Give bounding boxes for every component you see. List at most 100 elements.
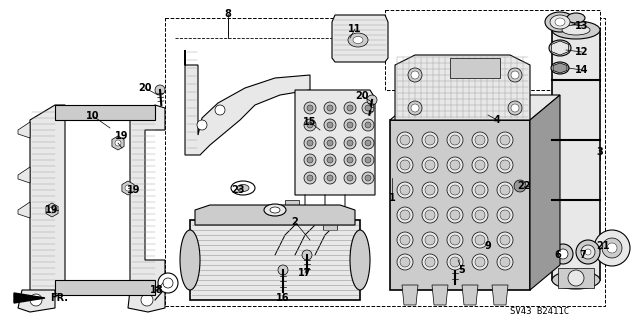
Circle shape [397, 254, 413, 270]
Ellipse shape [552, 271, 600, 289]
Circle shape [475, 257, 485, 267]
Bar [552, 30, 600, 280]
Circle shape [278, 265, 288, 275]
Circle shape [422, 132, 438, 148]
Ellipse shape [231, 181, 255, 195]
Polygon shape [185, 50, 310, 155]
Polygon shape [295, 90, 375, 195]
Circle shape [450, 185, 460, 195]
Circle shape [425, 210, 435, 220]
Circle shape [49, 207, 55, 213]
Circle shape [362, 137, 374, 149]
Circle shape [344, 102, 356, 114]
Circle shape [365, 157, 371, 163]
Text: 23: 23 [231, 185, 244, 195]
Text: 20: 20 [355, 91, 369, 101]
Circle shape [475, 210, 485, 220]
Circle shape [422, 157, 438, 173]
Circle shape [602, 238, 622, 258]
Circle shape [197, 120, 207, 130]
Circle shape [581, 245, 595, 259]
Text: 18: 18 [150, 285, 164, 295]
Circle shape [447, 207, 463, 223]
Ellipse shape [545, 12, 575, 32]
Circle shape [304, 137, 316, 149]
Polygon shape [18, 290, 55, 312]
Circle shape [344, 154, 356, 166]
Bar [323, 220, 337, 230]
Circle shape [425, 160, 435, 170]
Circle shape [324, 172, 336, 184]
Polygon shape [46, 203, 58, 217]
Circle shape [324, 137, 336, 149]
Circle shape [215, 105, 225, 115]
Circle shape [304, 154, 316, 166]
Ellipse shape [549, 40, 571, 56]
Text: 8: 8 [225, 9, 232, 19]
Ellipse shape [552, 21, 600, 39]
Text: SV43 B2411C: SV43 B2411C [511, 308, 570, 316]
Circle shape [400, 160, 410, 170]
Circle shape [307, 122, 313, 128]
Circle shape [327, 105, 333, 111]
Circle shape [362, 102, 374, 114]
Circle shape [400, 235, 410, 245]
Polygon shape [492, 285, 508, 305]
Circle shape [500, 135, 510, 145]
Bar [285, 200, 299, 210]
Circle shape [594, 230, 630, 266]
Circle shape [307, 175, 313, 181]
Text: 16: 16 [276, 293, 290, 303]
Text: 14: 14 [575, 65, 589, 75]
Ellipse shape [180, 230, 200, 290]
Circle shape [307, 157, 313, 163]
Text: 19: 19 [127, 185, 141, 195]
Ellipse shape [562, 25, 590, 35]
Circle shape [472, 157, 488, 173]
Polygon shape [14, 293, 45, 303]
Polygon shape [55, 280, 155, 295]
Circle shape [324, 154, 336, 166]
Polygon shape [122, 181, 134, 195]
Text: 13: 13 [575, 21, 589, 31]
Circle shape [30, 294, 42, 306]
Polygon shape [195, 205, 355, 225]
Circle shape [324, 102, 336, 114]
Ellipse shape [567, 13, 585, 23]
Ellipse shape [555, 18, 565, 26]
Circle shape [450, 160, 460, 170]
Circle shape [472, 207, 488, 223]
Bar [165, 18, 605, 306]
Circle shape [367, 95, 377, 105]
Text: 19: 19 [45, 205, 59, 215]
Circle shape [302, 250, 312, 260]
Circle shape [365, 140, 371, 146]
Circle shape [497, 254, 513, 270]
Circle shape [327, 140, 333, 146]
Circle shape [497, 182, 513, 198]
Text: 1: 1 [388, 193, 396, 203]
Circle shape [397, 182, 413, 198]
Polygon shape [112, 136, 124, 150]
Circle shape [558, 249, 568, 259]
Circle shape [304, 172, 316, 184]
Bar [390, 120, 530, 290]
Circle shape [365, 122, 371, 128]
Circle shape [307, 105, 313, 111]
Circle shape [500, 160, 510, 170]
Circle shape [304, 102, 316, 114]
Circle shape [397, 157, 413, 173]
Bar [558, 268, 594, 288]
Circle shape [514, 180, 526, 192]
Circle shape [400, 257, 410, 267]
Polygon shape [390, 95, 560, 120]
Polygon shape [18, 202, 30, 218]
Circle shape [400, 135, 410, 145]
Circle shape [422, 182, 438, 198]
Circle shape [447, 182, 463, 198]
Circle shape [397, 132, 413, 148]
Circle shape [163, 278, 173, 288]
Circle shape [425, 235, 435, 245]
Circle shape [327, 175, 333, 181]
Circle shape [327, 157, 333, 163]
